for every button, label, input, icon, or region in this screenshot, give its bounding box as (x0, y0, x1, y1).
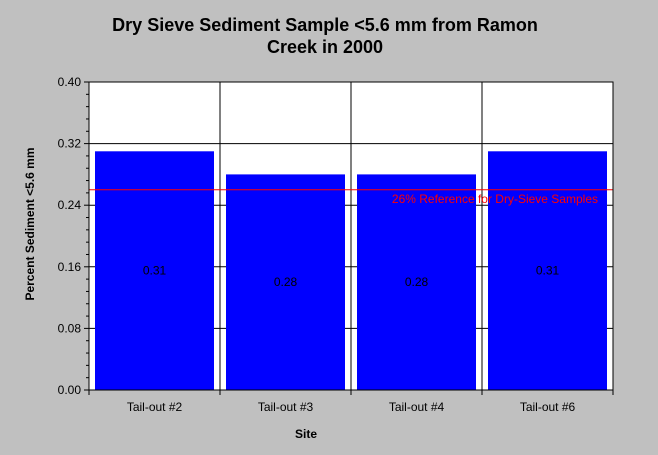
y-tick-label: 0.00 (58, 383, 82, 397)
x-tick-label: Tail-out #2 (127, 400, 183, 414)
x-tick-label: Tail-out #6 (520, 400, 576, 414)
bar (95, 151, 214, 390)
bar (488, 151, 607, 390)
data-label: 0.31 (143, 264, 167, 278)
y-tick-label: 0.40 (58, 75, 82, 89)
y-tick-label: 0.24 (58, 198, 82, 212)
y-tick-label: 0.08 (58, 321, 82, 335)
x-tick-label: Tail-out #4 (389, 400, 445, 414)
data-label: 0.28 (274, 275, 298, 289)
bar (357, 174, 476, 390)
data-label: 0.28 (405, 275, 429, 289)
x-axis-label: Site (294, 427, 318, 441)
chart-title-line-2: Creek in 2000 (266, 37, 384, 57)
chart-title: Dry Sieve Sediment Sample <5.6 mm from R… (0, 14, 650, 58)
y-tick-label: 0.32 (58, 137, 82, 151)
x-tick-label: Tail-out #3 (258, 400, 314, 414)
reference-line-label: 26% Reference for Dry-Sieve Samples (392, 192, 598, 206)
y-tick-label: 0.16 (58, 260, 82, 274)
chart-title-line-1: Dry Sieve Sediment Sample <5.6 mm from R… (112, 15, 538, 35)
data-label: 0.31 (536, 264, 560, 278)
bar (226, 174, 345, 390)
